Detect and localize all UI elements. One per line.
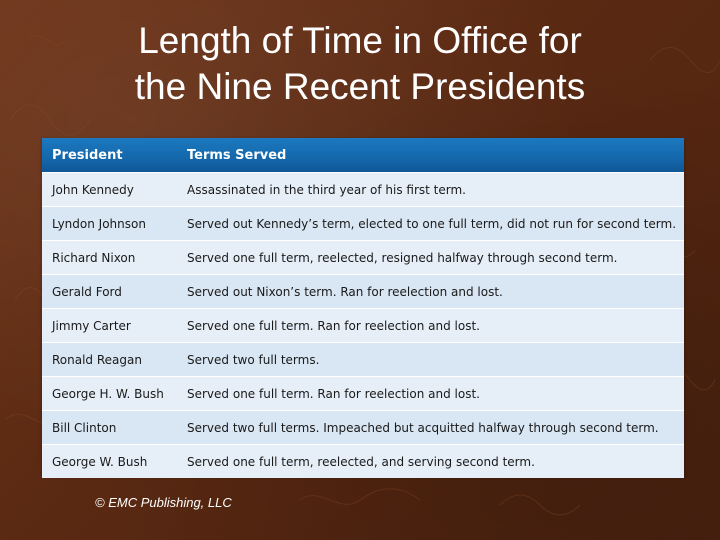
president-cell: George W. Bush [42,444,177,478]
copyright-notice: © EMC Publishing, LLC [95,495,232,510]
president-cell: Jimmy Carter [42,308,177,343]
column-header-terms-served: Terms Served [177,138,684,173]
table-header-row: President Terms Served [42,138,684,173]
president-cell: Richard Nixon [42,240,177,275]
table-row: Jimmy Carter Served one full term. Ran f… [42,308,684,343]
president-cell: George H. W. Bush [42,376,177,411]
table-row: Ronald Reagan Served two full terms. [42,342,684,377]
terms-cell: Served out Kennedy’s term, elected to on… [177,206,684,241]
terms-cell: Served one full term. Ran for reelection… [177,376,684,411]
terms-cell: Served two full terms. Impeached but acq… [177,410,684,445]
president-cell: Ronald Reagan [42,342,177,377]
table-row: Bill Clinton Served two full terms. Impe… [42,410,684,445]
slide-title: Length of Time in Office for the Nine Re… [0,18,720,110]
terms-cell: Served out Nixon’s term. Ran for reelect… [177,274,684,309]
table-row: Gerald Ford Served out Nixon’s term. Ran… [42,274,684,309]
presidents-table: President Terms Served John Kennedy Assa… [42,138,684,478]
terms-cell: Assassinated in the third year of his fi… [177,172,684,207]
terms-cell: Served one full term, reelected, and ser… [177,444,684,478]
table-row: Lyndon Johnson Served out Kennedy’s term… [42,206,684,241]
president-cell: Lyndon Johnson [42,206,177,241]
terms-cell: Served one full term, reelected, resigne… [177,240,684,275]
title-line-1: Length of Time in Office for [138,20,582,61]
table-row: Richard Nixon Served one full term, reel… [42,240,684,275]
column-header-president: President [42,138,177,173]
title-line-2: the Nine Recent Presidents [134,66,586,107]
terms-cell: Served two full terms. [177,342,684,377]
president-cell: John Kennedy [42,172,177,207]
president-cell: Bill Clinton [42,410,177,445]
terms-cell: Served one full term. Ran for reelection… [177,308,684,343]
table-row: John Kennedy Assassinated in the third y… [42,172,684,207]
president-cell: Gerald Ford [42,274,177,309]
table-row: George W. Bush Served one full term, ree… [42,444,684,478]
table-row: George H. W. Bush Served one full term. … [42,376,684,411]
